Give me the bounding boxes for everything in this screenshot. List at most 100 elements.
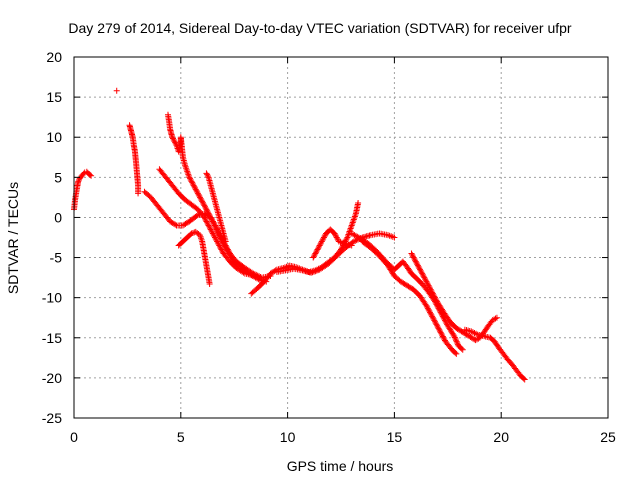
data-point: [199, 199, 206, 206]
data-point: [334, 235, 341, 242]
data-point: [419, 270, 426, 277]
data-point: [188, 178, 195, 185]
data-point: [203, 170, 210, 177]
data-point: [315, 267, 322, 274]
data-point: [198, 197, 205, 204]
grid-lines: [74, 57, 608, 418]
data-point: [424, 279, 431, 286]
data-point: [209, 230, 216, 237]
data-point: [314, 246, 321, 253]
data-point: [211, 234, 218, 241]
x-tick-label: 5: [177, 429, 185, 445]
y-tick-label: -25: [42, 410, 62, 426]
data-point: [195, 191, 202, 198]
data-point: [310, 254, 317, 261]
data-point: [192, 186, 199, 193]
data-point: [441, 336, 448, 343]
data-point: [332, 231, 339, 238]
data-point: [208, 227, 215, 234]
data-point: [412, 257, 419, 264]
data-point: [418, 269, 425, 276]
data-point: [213, 225, 220, 232]
data-point: [193, 187, 200, 194]
data-point: [203, 218, 210, 225]
data-point: [209, 217, 216, 224]
data-point: [429, 290, 436, 297]
data-point: [204, 171, 211, 178]
data-point: [428, 287, 435, 294]
y-tick-label: 20: [46, 49, 62, 65]
data-point: [191, 183, 198, 190]
data-point: [211, 222, 218, 229]
data-point: [352, 237, 359, 244]
data-point: [414, 262, 421, 269]
y-tick-label: -15: [42, 330, 62, 346]
x-tick-label: 15: [387, 429, 403, 445]
data-point: [202, 215, 209, 222]
data-point: [434, 324, 441, 331]
data-point: [204, 207, 211, 214]
data-point: [221, 242, 228, 249]
data-point: [427, 285, 433, 292]
data-point: [213, 226, 220, 233]
data-point: [321, 233, 328, 240]
data-point: [212, 235, 219, 242]
data-point: [212, 223, 219, 230]
data-point: [204, 209, 211, 216]
data-point: [432, 320, 439, 327]
data-point: [194, 189, 201, 196]
data-point: [315, 243, 322, 250]
data-point: [318, 239, 325, 246]
data-point: [87, 171, 94, 178]
data-point: [202, 217, 209, 224]
chart-title: Day 279 of 2014, Sidereal Day-to-day VTE…: [68, 20, 572, 36]
data-point: [196, 193, 203, 200]
data-point: [191, 229, 198, 236]
data-point: [172, 221, 179, 228]
data-point: [453, 337, 460, 344]
data-point: [439, 333, 446, 340]
data-point: [197, 195, 204, 202]
data-point: [409, 253, 416, 260]
data-point: [429, 314, 436, 321]
y-axis-label: SDTVAR / TECUs: [5, 182, 21, 294]
data-point: [414, 261, 421, 268]
data-point: [113, 87, 120, 94]
data-point: [438, 330, 445, 337]
data-point: [206, 213, 213, 220]
data-point: [420, 273, 427, 280]
data-point: [452, 349, 459, 356]
data-point: [409, 251, 416, 258]
data-point: [413, 259, 420, 266]
data-point: [203, 206, 210, 213]
data-point: [424, 305, 431, 312]
data-point: [440, 334, 447, 341]
data-point: [201, 202, 208, 209]
data-point: [206, 223, 213, 230]
data-point: [80, 170, 87, 177]
data-point: [169, 135, 176, 142]
y-tick-label: -5: [50, 250, 63, 266]
data-point: [348, 242, 355, 249]
x-tick-label: 20: [493, 429, 509, 445]
y-tick-label: 5: [54, 169, 62, 185]
data-point: [434, 322, 441, 329]
data-point: [205, 210, 212, 217]
data-point: [419, 271, 426, 278]
data-point: [317, 241, 324, 248]
data-point: [208, 215, 215, 222]
data-point: [313, 267, 320, 274]
data-point: [437, 329, 444, 336]
data-point: [425, 306, 432, 313]
data-point: [342, 237, 349, 244]
data-point: [454, 340, 461, 347]
data-point: [206, 225, 213, 232]
data-point: [417, 267, 424, 274]
data-point: [315, 245, 322, 252]
data-point: [207, 226, 214, 233]
data-point: [204, 221, 211, 228]
data-point: [436, 328, 443, 335]
data-point: [187, 175, 194, 182]
data-point: [453, 338, 460, 345]
